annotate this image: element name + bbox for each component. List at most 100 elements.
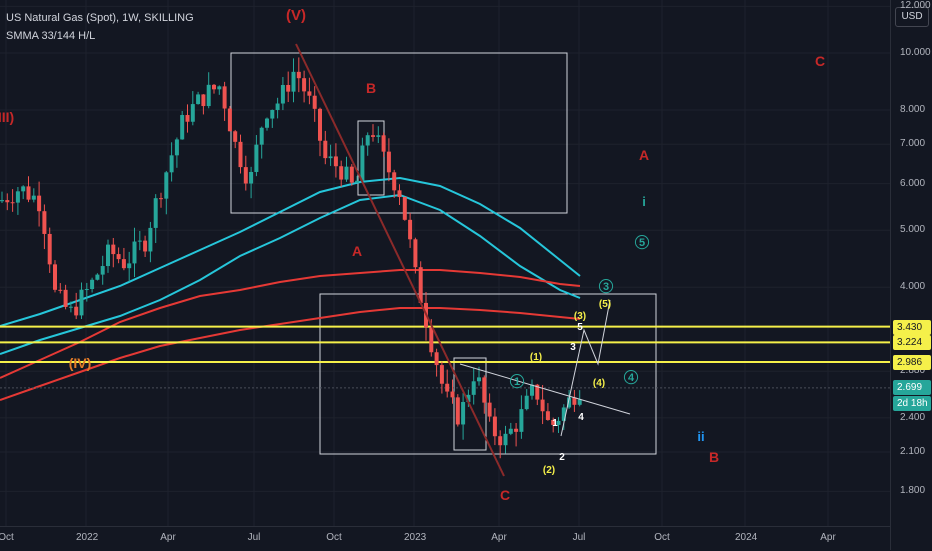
wave-label-circled-5-ring xyxy=(634,235,650,250)
candle-body xyxy=(265,118,269,128)
wave-label-paren-2: (2) xyxy=(543,465,555,476)
candle-body xyxy=(450,391,455,398)
candle-body xyxy=(349,166,354,183)
candle-body xyxy=(116,254,121,260)
trend-line xyxy=(459,363,631,415)
candle-body xyxy=(535,384,540,400)
price-tick-label: 6.000 xyxy=(900,177,926,189)
wave-label-a: A xyxy=(352,243,362,259)
zone-box xyxy=(357,120,385,196)
candle-body xyxy=(148,227,153,252)
price-tick-label: 5.000 xyxy=(900,224,926,236)
candle-body xyxy=(270,109,275,119)
candle-body xyxy=(540,399,545,412)
wave-label-circled-5: 5 xyxy=(639,237,645,249)
time-tick-label: Oct xyxy=(0,532,14,543)
symbol-legend[interactable]: US Natural Gas (Spot), 1W, SKILLING xyxy=(6,12,194,24)
candle-body xyxy=(259,127,264,145)
candle-body xyxy=(286,84,291,92)
wave-label-circled-4: 4 xyxy=(628,372,635,384)
wave-label-4: 4 xyxy=(578,412,584,423)
candle-body xyxy=(296,71,301,79)
candle-body xyxy=(418,267,423,303)
time-axis[interactable]: Oct 2022 Apr Jul Oct 2023 Apr Jul Oct 2024 Apr xyxy=(0,526,890,551)
wave-label-circled-3: 3 xyxy=(603,281,609,293)
price-tag: 2.699 xyxy=(893,379,931,395)
candle-body xyxy=(482,377,487,403)
candle-body xyxy=(15,191,20,203)
candle-body xyxy=(106,244,110,267)
candle-body xyxy=(37,195,42,212)
candle-body xyxy=(577,399,582,405)
candle-body xyxy=(429,327,434,353)
time-tick-label: 2024 xyxy=(735,532,758,543)
candle-body xyxy=(100,266,105,275)
wave-label-c: C xyxy=(500,487,510,503)
price-tick-label: 8.000 xyxy=(900,104,926,116)
candle-body xyxy=(233,131,238,142)
chart-area[interactable]: (V)(IV)III)BACACBiii5341(1)(2)(3)(4)(5)1… xyxy=(0,0,890,526)
candle-body xyxy=(408,219,413,240)
candle-body xyxy=(519,409,524,432)
price-tick-label: 2.400 xyxy=(900,411,926,423)
wave-label-paren-5: (5) xyxy=(599,299,611,310)
candle-body xyxy=(174,139,179,156)
wave-label-b: B xyxy=(366,80,376,96)
candle-body xyxy=(397,190,402,198)
candle-body xyxy=(455,397,460,425)
candle-body xyxy=(47,233,52,265)
wave-label-paren-4: (4) xyxy=(593,378,605,389)
candle-body xyxy=(545,411,550,420)
candle-body xyxy=(127,263,132,269)
candle-body xyxy=(572,397,577,405)
candle-body xyxy=(355,180,360,183)
candle-body xyxy=(243,167,248,184)
smma-line xyxy=(0,193,581,355)
candle-body xyxy=(360,145,365,181)
candle-body xyxy=(31,195,36,200)
zone-box xyxy=(453,357,487,451)
candle-body xyxy=(291,71,296,92)
smma-line xyxy=(0,176,581,327)
candle-body xyxy=(365,135,370,146)
price-tag: 3.430 xyxy=(893,319,931,335)
candle-body xyxy=(254,144,259,172)
candle-body xyxy=(530,384,534,396)
candle-body xyxy=(381,135,386,152)
price-axis[interactable]: USD 12.000 10.000 8.000 7.000 6.000 5.000 4.00… xyxy=(890,0,932,550)
candle-body xyxy=(524,395,529,410)
candle-body xyxy=(328,156,333,159)
candle-body xyxy=(312,95,317,109)
candle-body xyxy=(556,420,561,425)
price-tick-label: 2.100 xyxy=(900,446,926,457)
time-tick-label: Apr xyxy=(820,532,836,543)
price-tick-label: 2.880 xyxy=(900,365,926,377)
candle-body xyxy=(169,155,174,173)
candle-body xyxy=(227,108,232,132)
wave-label-2: 2 xyxy=(559,452,565,463)
candle-body xyxy=(53,264,57,290)
candle-body xyxy=(68,306,73,308)
candle-body xyxy=(79,289,84,316)
candle-body xyxy=(222,86,227,109)
candle-body xyxy=(190,104,195,122)
candle-body xyxy=(137,240,142,242)
candle-body xyxy=(164,172,169,199)
candle-body xyxy=(212,84,216,90)
candle-body xyxy=(238,141,243,168)
candle-body xyxy=(132,241,137,264)
currency-button[interactable]: USD xyxy=(895,7,929,27)
trend-line xyxy=(295,43,505,477)
candle-body xyxy=(249,171,254,184)
candle-body xyxy=(461,401,466,425)
candle-body xyxy=(21,186,26,192)
candle-body xyxy=(111,244,116,255)
price-chart[interactable]: (V)(IV)III)BACACBiii5341(1)(2)(3)(4)(5)1… xyxy=(0,0,890,526)
wave-label-iii: III) xyxy=(0,109,14,125)
candle-body xyxy=(503,433,508,446)
price-tick-label: 12.000 xyxy=(900,0,931,12)
candle-body xyxy=(371,135,375,137)
indicator-legend[interactable]: SMMA 33/144 H/L xyxy=(6,30,96,42)
price-tick-label: 1.800 xyxy=(900,485,926,497)
candle-body xyxy=(42,211,47,234)
